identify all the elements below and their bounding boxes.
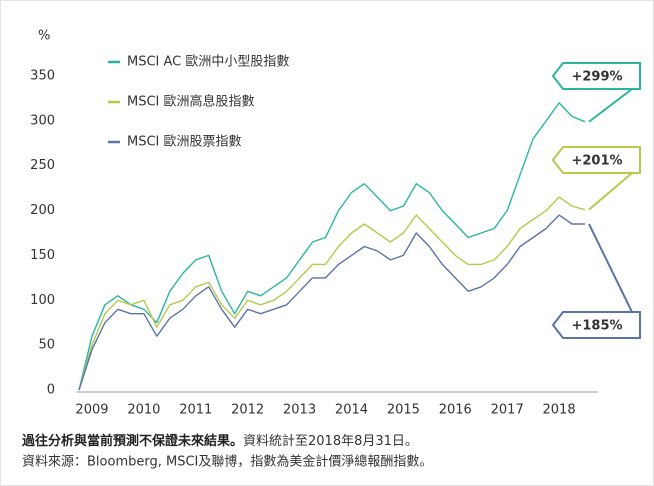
series-line	[78, 196, 586, 391]
callout-pointer	[588, 172, 633, 211]
y-tick-label: 100	[30, 293, 55, 308]
series-line	[78, 214, 585, 391]
footnote-bold: 過往分析與當前預測不保證未來結果。	[21, 433, 243, 449]
y-tick-label: 150	[30, 248, 55, 263]
x-tick-label: 2009	[75, 403, 108, 418]
y-tick-label: 300	[30, 113, 55, 128]
y-tick-label: 200	[30, 203, 55, 218]
series-line	[78, 102, 586, 391]
callout-pointer	[588, 223, 633, 313]
y-tick-label: 50	[38, 338, 55, 353]
y-tick-label: 350	[30, 69, 55, 84]
legend-label: MSCI AC 歐洲中小型股指數	[127, 55, 289, 70]
y-tick-label: 250	[30, 158, 55, 173]
callout-label: +201%	[571, 154, 622, 169]
legend-label: MSCI 歐洲股票指數	[127, 135, 242, 150]
x-tick-label: 2018	[543, 403, 576, 418]
callout-box	[551, 62, 641, 90]
x-tick-label: 2016	[439, 403, 472, 418]
x-tick-label: 2015	[387, 403, 420, 418]
callout-label: +185%	[571, 319, 622, 334]
source: 資料來源：Bloomberg, MSCI及聯博，指數為美金計價淨總報酬指數。	[22, 454, 432, 470]
callout-pointer	[588, 88, 633, 123]
y-axis-label: %	[38, 29, 50, 44]
x-tick-label: 2013	[283, 403, 316, 418]
x-tick-label: 2010	[127, 403, 160, 418]
x-tick-label: 2014	[335, 403, 368, 418]
callout-box	[551, 311, 641, 339]
x-tick-label: 2012	[231, 403, 264, 418]
callout-box	[551, 146, 641, 174]
footnote: 過往分析與當前預測不保證未來結果。資料統計至2018年8月31日。	[21, 433, 418, 449]
footnote-date: 資料統計至2018年8月31日。	[243, 433, 418, 449]
x-tick-label: 2011	[179, 403, 212, 418]
x-tick-label: 2017	[491, 403, 524, 418]
legend-label: MSCI 歐洲高息股指數	[127, 94, 255, 110]
y-tick-label: 0	[47, 383, 55, 398]
callout-label: +299%	[571, 70, 622, 85]
